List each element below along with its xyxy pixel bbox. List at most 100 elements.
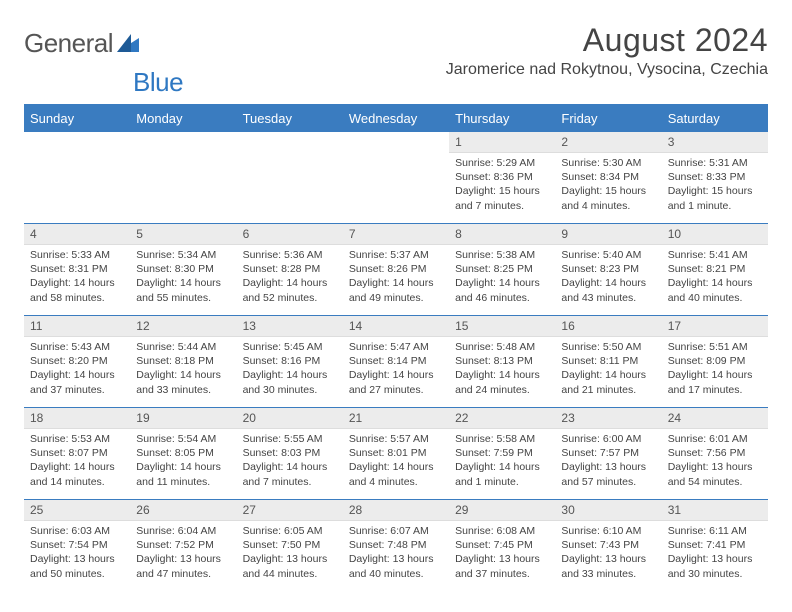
calendar-day-cell: 2Sunrise: 5:30 AMSunset: 8:34 PMDaylight… bbox=[555, 132, 661, 224]
calendar-day-cell: 29Sunrise: 6:08 AMSunset: 7:45 PMDayligh… bbox=[449, 500, 555, 592]
calendar-day-cell: 13Sunrise: 5:45 AMSunset: 8:16 PMDayligh… bbox=[237, 316, 343, 408]
day-number: 18 bbox=[24, 408, 130, 429]
day-info: Sunrise: 5:54 AMSunset: 8:05 PMDaylight:… bbox=[130, 429, 236, 493]
day-info: Sunrise: 6:04 AMSunset: 7:52 PMDaylight:… bbox=[130, 521, 236, 585]
day-number: 13 bbox=[237, 316, 343, 337]
day-number: 16 bbox=[555, 316, 661, 337]
day-info: Sunrise: 5:36 AMSunset: 8:28 PMDaylight:… bbox=[237, 245, 343, 309]
calendar-day-cell: 27Sunrise: 6:05 AMSunset: 7:50 PMDayligh… bbox=[237, 500, 343, 592]
day-info: Sunrise: 6:10 AMSunset: 7:43 PMDaylight:… bbox=[555, 521, 661, 585]
calendar-day-cell: 21Sunrise: 5:57 AMSunset: 8:01 PMDayligh… bbox=[343, 408, 449, 500]
calendar-week-row: 1Sunrise: 5:29 AMSunset: 8:36 PMDaylight… bbox=[24, 132, 768, 224]
logo-text-2: Blue bbox=[133, 67, 183, 98]
day-info: Sunrise: 6:00 AMSunset: 7:57 PMDaylight:… bbox=[555, 429, 661, 493]
day-number: 26 bbox=[130, 500, 236, 521]
calendar-day-cell bbox=[130, 132, 236, 224]
day-info: Sunrise: 5:48 AMSunset: 8:13 PMDaylight:… bbox=[449, 337, 555, 401]
day-info: Sunrise: 5:58 AMSunset: 7:59 PMDaylight:… bbox=[449, 429, 555, 493]
day-number: 4 bbox=[24, 224, 130, 245]
day-number: 19 bbox=[130, 408, 236, 429]
day-info: Sunrise: 5:45 AMSunset: 8:16 PMDaylight:… bbox=[237, 337, 343, 401]
logo-text-1: General bbox=[24, 28, 113, 59]
calendar-day-cell: 12Sunrise: 5:44 AMSunset: 8:18 PMDayligh… bbox=[130, 316, 236, 408]
day-info: Sunrise: 5:30 AMSunset: 8:34 PMDaylight:… bbox=[555, 153, 661, 217]
calendar-day-cell: 14Sunrise: 5:47 AMSunset: 8:14 PMDayligh… bbox=[343, 316, 449, 408]
logo-mark-icon bbox=[117, 34, 139, 59]
day-number: 24 bbox=[662, 408, 768, 429]
day-number: 27 bbox=[237, 500, 343, 521]
day-number: 9 bbox=[555, 224, 661, 245]
day-info: Sunrise: 5:50 AMSunset: 8:11 PMDaylight:… bbox=[555, 337, 661, 401]
day-info: Sunrise: 5:43 AMSunset: 8:20 PMDaylight:… bbox=[24, 337, 130, 401]
calendar-day-cell: 20Sunrise: 5:55 AMSunset: 8:03 PMDayligh… bbox=[237, 408, 343, 500]
day-info: Sunrise: 6:03 AMSunset: 7:54 PMDaylight:… bbox=[24, 521, 130, 585]
day-info: Sunrise: 6:05 AMSunset: 7:50 PMDaylight:… bbox=[237, 521, 343, 585]
day-of-week-header: Saturday bbox=[662, 106, 768, 132]
day-info: Sunrise: 5:57 AMSunset: 8:01 PMDaylight:… bbox=[343, 429, 449, 493]
day-info: Sunrise: 5:37 AMSunset: 8:26 PMDaylight:… bbox=[343, 245, 449, 309]
day-info: Sunrise: 5:53 AMSunset: 8:07 PMDaylight:… bbox=[24, 429, 130, 493]
day-of-week-header: Sunday bbox=[24, 106, 130, 132]
day-info: Sunrise: 5:41 AMSunset: 8:21 PMDaylight:… bbox=[662, 245, 768, 309]
calendar-day-cell: 8Sunrise: 5:38 AMSunset: 8:25 PMDaylight… bbox=[449, 224, 555, 316]
calendar-day-cell: 30Sunrise: 6:10 AMSunset: 7:43 PMDayligh… bbox=[555, 500, 661, 592]
month-title: August 2024 bbox=[446, 22, 768, 59]
day-number: 28 bbox=[343, 500, 449, 521]
day-of-week-header: Wednesday bbox=[343, 106, 449, 132]
calendar-day-cell: 1Sunrise: 5:29 AMSunset: 8:36 PMDaylight… bbox=[449, 132, 555, 224]
day-number: 5 bbox=[130, 224, 236, 245]
calendar-day-cell: 10Sunrise: 5:41 AMSunset: 8:21 PMDayligh… bbox=[662, 224, 768, 316]
calendar-day-cell bbox=[237, 132, 343, 224]
day-info: Sunrise: 5:31 AMSunset: 8:33 PMDaylight:… bbox=[662, 153, 768, 217]
logo: General bbox=[24, 22, 141, 59]
day-info: Sunrise: 6:01 AMSunset: 7:56 PMDaylight:… bbox=[662, 429, 768, 493]
day-info: Sunrise: 5:44 AMSunset: 8:18 PMDaylight:… bbox=[130, 337, 236, 401]
calendar-day-cell: 25Sunrise: 6:03 AMSunset: 7:54 PMDayligh… bbox=[24, 500, 130, 592]
day-number: 2 bbox=[555, 132, 661, 153]
calendar-day-cell: 19Sunrise: 5:54 AMSunset: 8:05 PMDayligh… bbox=[130, 408, 236, 500]
day-number: 22 bbox=[449, 408, 555, 429]
day-info: Sunrise: 5:47 AMSunset: 8:14 PMDaylight:… bbox=[343, 337, 449, 401]
day-number: 3 bbox=[662, 132, 768, 153]
day-number: 21 bbox=[343, 408, 449, 429]
day-number: 15 bbox=[449, 316, 555, 337]
day-number: 31 bbox=[662, 500, 768, 521]
calendar-day-cell: 24Sunrise: 6:01 AMSunset: 7:56 PMDayligh… bbox=[662, 408, 768, 500]
calendar-day-cell: 18Sunrise: 5:53 AMSunset: 8:07 PMDayligh… bbox=[24, 408, 130, 500]
calendar-day-cell: 17Sunrise: 5:51 AMSunset: 8:09 PMDayligh… bbox=[662, 316, 768, 408]
day-info: Sunrise: 5:40 AMSunset: 8:23 PMDaylight:… bbox=[555, 245, 661, 309]
calendar-day-cell: 26Sunrise: 6:04 AMSunset: 7:52 PMDayligh… bbox=[130, 500, 236, 592]
day-number: 14 bbox=[343, 316, 449, 337]
day-number: 11 bbox=[24, 316, 130, 337]
day-info: Sunrise: 6:11 AMSunset: 7:41 PMDaylight:… bbox=[662, 521, 768, 585]
calendar-day-cell: 5Sunrise: 5:34 AMSunset: 8:30 PMDaylight… bbox=[130, 224, 236, 316]
calendar-week-row: 18Sunrise: 5:53 AMSunset: 8:07 PMDayligh… bbox=[24, 408, 768, 500]
day-info: Sunrise: 6:07 AMSunset: 7:48 PMDaylight:… bbox=[343, 521, 449, 585]
calendar-day-cell: 4Sunrise: 5:33 AMSunset: 8:31 PMDaylight… bbox=[24, 224, 130, 316]
day-info: Sunrise: 5:55 AMSunset: 8:03 PMDaylight:… bbox=[237, 429, 343, 493]
calendar-day-cell: 31Sunrise: 6:11 AMSunset: 7:41 PMDayligh… bbox=[662, 500, 768, 592]
day-info: Sunrise: 5:51 AMSunset: 8:09 PMDaylight:… bbox=[662, 337, 768, 401]
calendar-week-row: 11Sunrise: 5:43 AMSunset: 8:20 PMDayligh… bbox=[24, 316, 768, 408]
day-number: 25 bbox=[24, 500, 130, 521]
day-number: 12 bbox=[130, 316, 236, 337]
location-subtitle: Jaromerice nad Rokytnou, Vysocina, Czech… bbox=[446, 61, 768, 79]
day-info: Sunrise: 5:34 AMSunset: 8:30 PMDaylight:… bbox=[130, 245, 236, 309]
calendar-day-cell: 7Sunrise: 5:37 AMSunset: 8:26 PMDaylight… bbox=[343, 224, 449, 316]
day-info: Sunrise: 6:08 AMSunset: 7:45 PMDaylight:… bbox=[449, 521, 555, 585]
day-number: 17 bbox=[662, 316, 768, 337]
calendar-day-cell bbox=[343, 132, 449, 224]
day-of-week-header: Monday bbox=[130, 106, 236, 132]
day-number: 10 bbox=[662, 224, 768, 245]
day-number: 23 bbox=[555, 408, 661, 429]
calendar-day-cell: 28Sunrise: 6:07 AMSunset: 7:48 PMDayligh… bbox=[343, 500, 449, 592]
day-info: Sunrise: 5:33 AMSunset: 8:31 PMDaylight:… bbox=[24, 245, 130, 309]
calendar-day-cell bbox=[24, 132, 130, 224]
calendar-week-row: 4Sunrise: 5:33 AMSunset: 8:31 PMDaylight… bbox=[24, 224, 768, 316]
day-number: 29 bbox=[449, 500, 555, 521]
day-number: 1 bbox=[449, 132, 555, 153]
calendar-day-cell: 23Sunrise: 6:00 AMSunset: 7:57 PMDayligh… bbox=[555, 408, 661, 500]
day-number: 30 bbox=[555, 500, 661, 521]
calendar-day-cell: 22Sunrise: 5:58 AMSunset: 7:59 PMDayligh… bbox=[449, 408, 555, 500]
calendar-week-row: 25Sunrise: 6:03 AMSunset: 7:54 PMDayligh… bbox=[24, 500, 768, 592]
